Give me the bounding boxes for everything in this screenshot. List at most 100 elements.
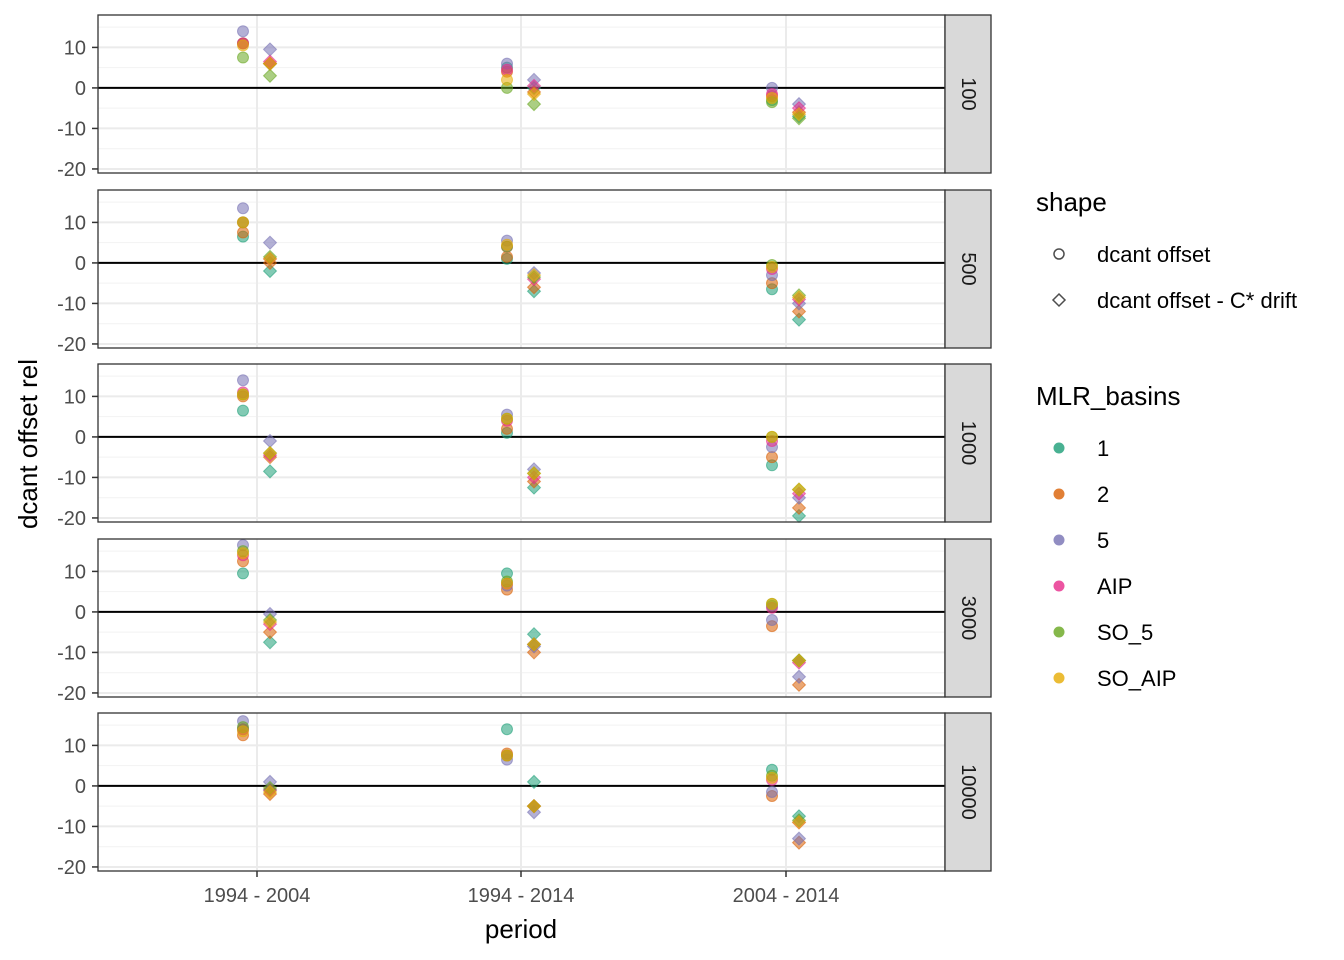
point-diamond-SO_AIP [262, 784, 278, 800]
y-tick-label: -20 [57, 683, 86, 705]
y-tick-label: -10 [57, 118, 86, 140]
y-tick-label: 0 [75, 427, 86, 449]
x-tick-label: 1994 - 2004 [204, 885, 311, 907]
point-diamond-SO_5 [262, 68, 278, 83]
point-circle-SO_AIP [766, 260, 778, 273]
panel-1000: -20 -10 0 10 1000 [57, 363, 992, 530]
point-circle-1 [501, 723, 513, 736]
facet-strip [944, 712, 992, 872]
point-diamond-SO_AIP [791, 290, 807, 305]
facet-strip-label: 100 [957, 77, 979, 110]
point-circle-SO_AIP [501, 577, 513, 590]
shape-legend-title: shape [1036, 187, 1107, 217]
point-circle-5 [237, 25, 249, 38]
point-circle-SO_AIP [501, 412, 513, 425]
point-diamond-5 [791, 669, 807, 684]
point-circle-2 [237, 226, 249, 239]
facet-strip-label: 1000 [957, 421, 979, 466]
point-diamond-SO_AIP [262, 614, 278, 630]
color-legend-label: 1 [1097, 436, 1109, 461]
legend-key-2 [1053, 488, 1065, 500]
y-axis-title: dcant offset rel [13, 359, 43, 529]
point-circle-1 [237, 404, 249, 417]
color-legend-label: SO_AIP [1097, 666, 1176, 691]
y-tick-label: -10 [57, 293, 86, 315]
panel-500: -20 -10 0 10 500 [57, 189, 992, 356]
y-tick-label: -20 [57, 857, 86, 879]
point-diamond-1 [262, 263, 278, 279]
y-tick-label: 10 [64, 735, 86, 757]
point-circle-SO_AIP [501, 749, 513, 762]
x-axis: 1994 - 2004 1994 - 2014 2004 - 2014 [204, 871, 840, 907]
point-diamond-1 [262, 464, 278, 479]
panel-100: -20 -10 0 10 100 [57, 14, 992, 181]
legend-key-AIP [1053, 580, 1065, 592]
shape-legend-label: dcant offset - C* drift [1097, 288, 1297, 313]
panel-3000: -20 -10 0 10 3000 [57, 538, 992, 705]
point-diamond-SO_AIP [791, 482, 807, 497]
y-tick-label: -10 [57, 642, 86, 664]
point-circle-5 [237, 374, 249, 387]
point-circle-SO_AIP [237, 216, 249, 229]
legend-key-5 [1053, 534, 1065, 546]
y-tick-label: -10 [57, 467, 86, 489]
facet-strip [944, 538, 992, 698]
point-diamond-SO_AIP [791, 107, 807, 122]
facet-strip-label: 3000 [957, 596, 979, 641]
legend-key-SO_5 [1053, 626, 1065, 638]
point-diamond-SO_5 [526, 96, 542, 112]
color-legend-label: 5 [1097, 528, 1109, 553]
point-circle-SO_AIP [766, 597, 778, 610]
y-tick-label: 10 [64, 212, 86, 234]
point-circle-SO_AIP [766, 771, 778, 784]
point-diamond-1 [526, 774, 542, 790]
point-circle-2 [766, 451, 778, 464]
facet-strip-label: 10000 [957, 764, 979, 820]
point-diamond-2 [791, 304, 807, 319]
y-tick-label: 0 [75, 78, 86, 100]
facet-strip-label: 500 [957, 252, 979, 285]
point-diamond-SO_AIP [526, 798, 542, 814]
y-tick-label: -10 [57, 816, 86, 838]
y-tick-label: -20 [57, 508, 86, 530]
point-circle-2 [501, 250, 513, 263]
legend-key-1 [1053, 442, 1065, 454]
point-circle-SO_AIP [766, 430, 778, 443]
x-tick-label: 1994 - 2014 [468, 885, 575, 907]
point-circle-1 [237, 567, 249, 580]
point-diamond-SO_AIP [526, 637, 542, 652]
point-circle-AIP [501, 63, 513, 76]
color-legend-label: AIP [1097, 574, 1132, 599]
x-axis-title: period [485, 914, 557, 944]
legend-key-SO_AIP [1053, 672, 1065, 684]
point-diamond-SO_AIP [526, 466, 542, 481]
point-diamond-2 [791, 500, 807, 516]
y-tick-label: 0 [75, 253, 86, 275]
y-tick-label: 0 [75, 776, 86, 798]
y-tick-label: 0 [75, 602, 86, 624]
point-circle-5 [766, 614, 778, 627]
y-tick-label: -20 [57, 159, 86, 181]
color-legend-title: MLR_basins [1036, 381, 1181, 411]
point-diamond-2 [791, 677, 807, 693]
y-tick-label: 10 [64, 386, 86, 408]
color-legend-label: SO_5 [1097, 620, 1153, 645]
legend: shape MLR_basins dcant offset dcant offse… [1036, 187, 1297, 691]
point-diamond-SO_AIP [791, 815, 807, 830]
point-diamond-SO_AIP [262, 56, 278, 71]
point-diamond-5 [791, 831, 807, 846]
panels: -20-10010100-20-10010500-20-100101000-20… [57, 14, 992, 879]
point-circle-SO_AIP [501, 238, 513, 251]
point-diamond-SO_AIP [791, 653, 807, 668]
y-tick-label: 10 [64, 37, 86, 59]
point-diamond-SO_AIP [262, 251, 278, 267]
point-circle-SO_AIP [237, 39, 249, 52]
x-tick-label: 2004 - 2014 [733, 885, 840, 907]
y-tick-label: -20 [57, 334, 86, 356]
legend-key-diamond [1051, 292, 1067, 308]
facet-strip [944, 189, 992, 349]
legend-key-circle [1053, 248, 1065, 260]
point-circle-SO_AIP [237, 547, 249, 560]
point-circle-SO_5 [237, 51, 249, 64]
